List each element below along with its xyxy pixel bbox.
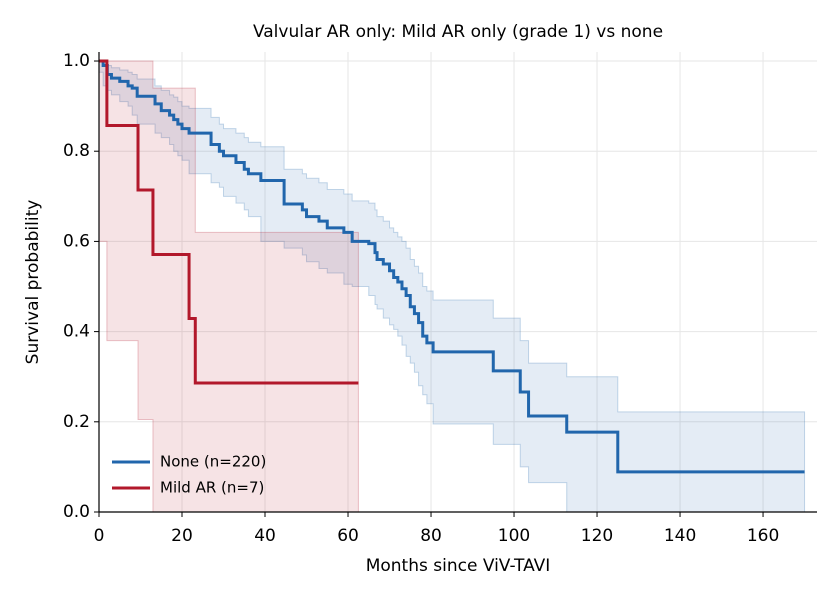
y-tick-label: 0.6 bbox=[63, 231, 90, 251]
legend: None (n=220) Mild AR (n=7) bbox=[112, 453, 266, 497]
legend-label: None (n=220) bbox=[160, 453, 266, 471]
legend-label: Mild AR (n=7) bbox=[160, 479, 264, 497]
x-tick-label: 0 bbox=[94, 526, 105, 546]
y-axis-label: Survival probability bbox=[23, 200, 43, 365]
x-tick-label: 80 bbox=[420, 526, 442, 546]
x-tick-label: 40 bbox=[254, 526, 276, 546]
x-tick-label: 100 bbox=[498, 526, 530, 546]
y-tick-label: 1.0 bbox=[63, 51, 90, 71]
y-tick-label: 0.2 bbox=[63, 412, 90, 432]
x-tick-label: 120 bbox=[581, 526, 613, 546]
y-tick-label: 0.4 bbox=[63, 322, 90, 342]
y-tick-label: 0.0 bbox=[63, 502, 90, 522]
survival-line bbox=[99, 59, 805, 474]
x-tick-label: 60 bbox=[337, 526, 359, 546]
survival-line bbox=[99, 59, 359, 385]
x-tick-label: 20 bbox=[171, 526, 193, 546]
grid bbox=[98, 52, 817, 513]
bands bbox=[98, 60, 806, 513]
y-tick-label: 0.8 bbox=[63, 141, 90, 161]
lines bbox=[99, 59, 805, 474]
chart-title: Valvular AR only: Mild AR only (grade 1)… bbox=[253, 22, 663, 42]
x-tick-label: 140 bbox=[664, 526, 696, 546]
x-tick-label: 160 bbox=[747, 526, 779, 546]
x-axis-label: Months since ViV-TAVI bbox=[366, 556, 551, 576]
